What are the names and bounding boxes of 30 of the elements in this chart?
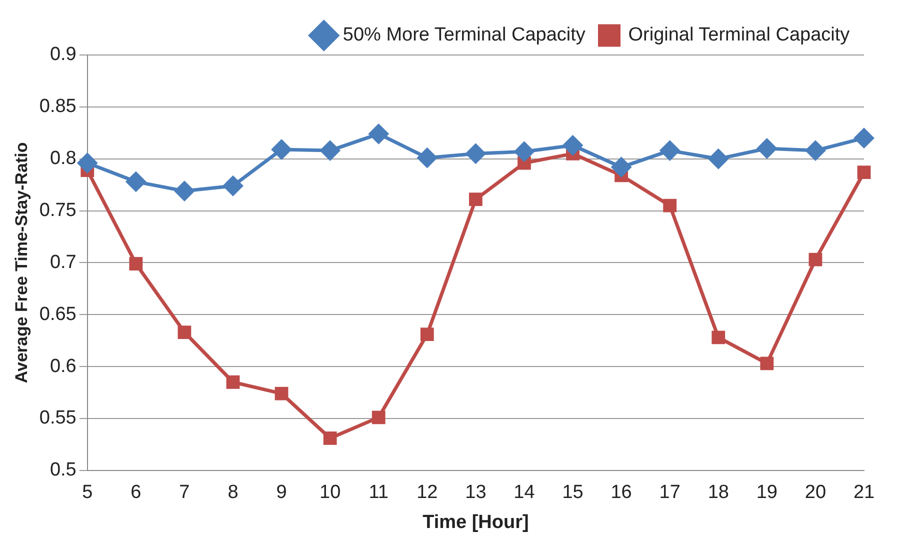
- x-tick-label: 13: [465, 482, 486, 504]
- x-axis-title: Time [Hour]: [422, 512, 529, 533]
- x-tick-label: 7: [179, 482, 190, 504]
- y-tick-label: 0.8: [50, 148, 76, 170]
- y-tick-label: 0.7: [50, 252, 76, 273]
- x-tick-label: 10: [320, 482, 341, 504]
- x-tick-label: 8: [228, 482, 238, 504]
- y-tick-label: 0.9: [50, 44, 76, 66]
- x-tick-label: 18: [708, 482, 729, 504]
- x-tick-label: 15: [562, 482, 584, 504]
- y-axis-title: Average Free Time-Stay-Ratio: [12, 142, 31, 384]
- y-tick-label: 0.55: [39, 408, 76, 429]
- x-tick-label: 12: [416, 482, 438, 504]
- x-tick-label: 21: [853, 482, 875, 504]
- legend-label: 50% More Terminal Capacity: [342, 24, 586, 46]
- y-tick-label: 0.85: [39, 96, 76, 118]
- legend-label: Original Terminal Capacity: [628, 24, 850, 46]
- x-tick-label: 5: [82, 482, 93, 504]
- x-tick-label: 9: [276, 482, 287, 504]
- x-tick-label: 11: [368, 482, 388, 504]
- y-tick-label: 0.5: [50, 460, 76, 481]
- x-tick-label: 19: [756, 482, 778, 504]
- x-tick-label: 16: [610, 482, 632, 504]
- x-tick-label: 14: [514, 482, 536, 504]
- y-tick-label: 0.75: [39, 200, 76, 222]
- x-tick-label: 6: [130, 482, 142, 504]
- x-tick-label: 20: [804, 482, 826, 504]
- y-tick-label: 0.6: [50, 356, 76, 377]
- x-tick-label: 17: [659, 482, 680, 504]
- y-tick-label: 0.65: [39, 304, 76, 325]
